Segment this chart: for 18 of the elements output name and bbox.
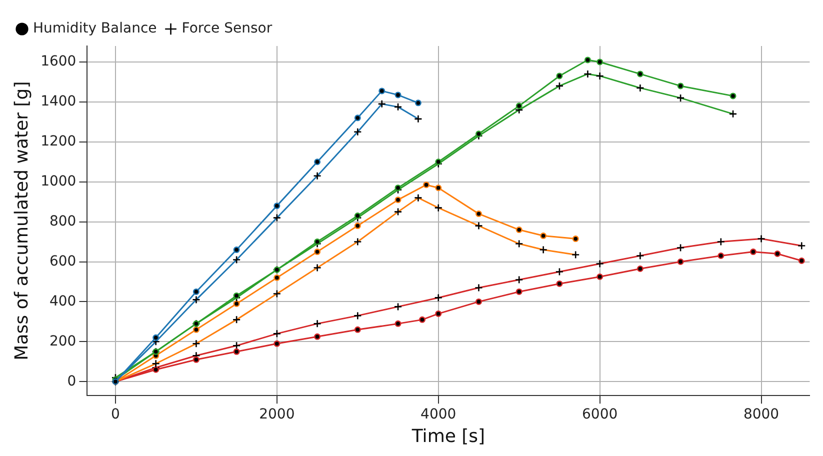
y-axis-title: Mass of accumulated water [g] bbox=[11, 81, 32, 360]
y-tick-label: 0 bbox=[67, 373, 76, 390]
x-axis-title: Time [s] bbox=[410, 426, 486, 447]
x-tick-label: 4000 bbox=[420, 406, 456, 423]
y-tick-label: 1000 bbox=[40, 173, 76, 190]
x-tick-label: 0 bbox=[111, 406, 120, 423]
x-tick-label: 2000 bbox=[259, 406, 295, 423]
y-tick-label: 1200 bbox=[40, 134, 76, 150]
y-tick-label: 800 bbox=[49, 213, 76, 230]
y-tick-label: 400 bbox=[49, 293, 76, 310]
x-tick-label: 8000 bbox=[743, 406, 780, 423]
legend-label: Humidity Balance bbox=[33, 20, 157, 37]
y-tick-label: 200 bbox=[49, 333, 76, 350]
y-tick-label: 1400 bbox=[40, 94, 76, 110]
x-tick-label: 6000 bbox=[582, 406, 618, 423]
y-tick-label: 600 bbox=[49, 253, 76, 270]
y-tick-label: 1600 bbox=[40, 54, 76, 70]
legend-label: Force Sensor bbox=[182, 20, 272, 37]
